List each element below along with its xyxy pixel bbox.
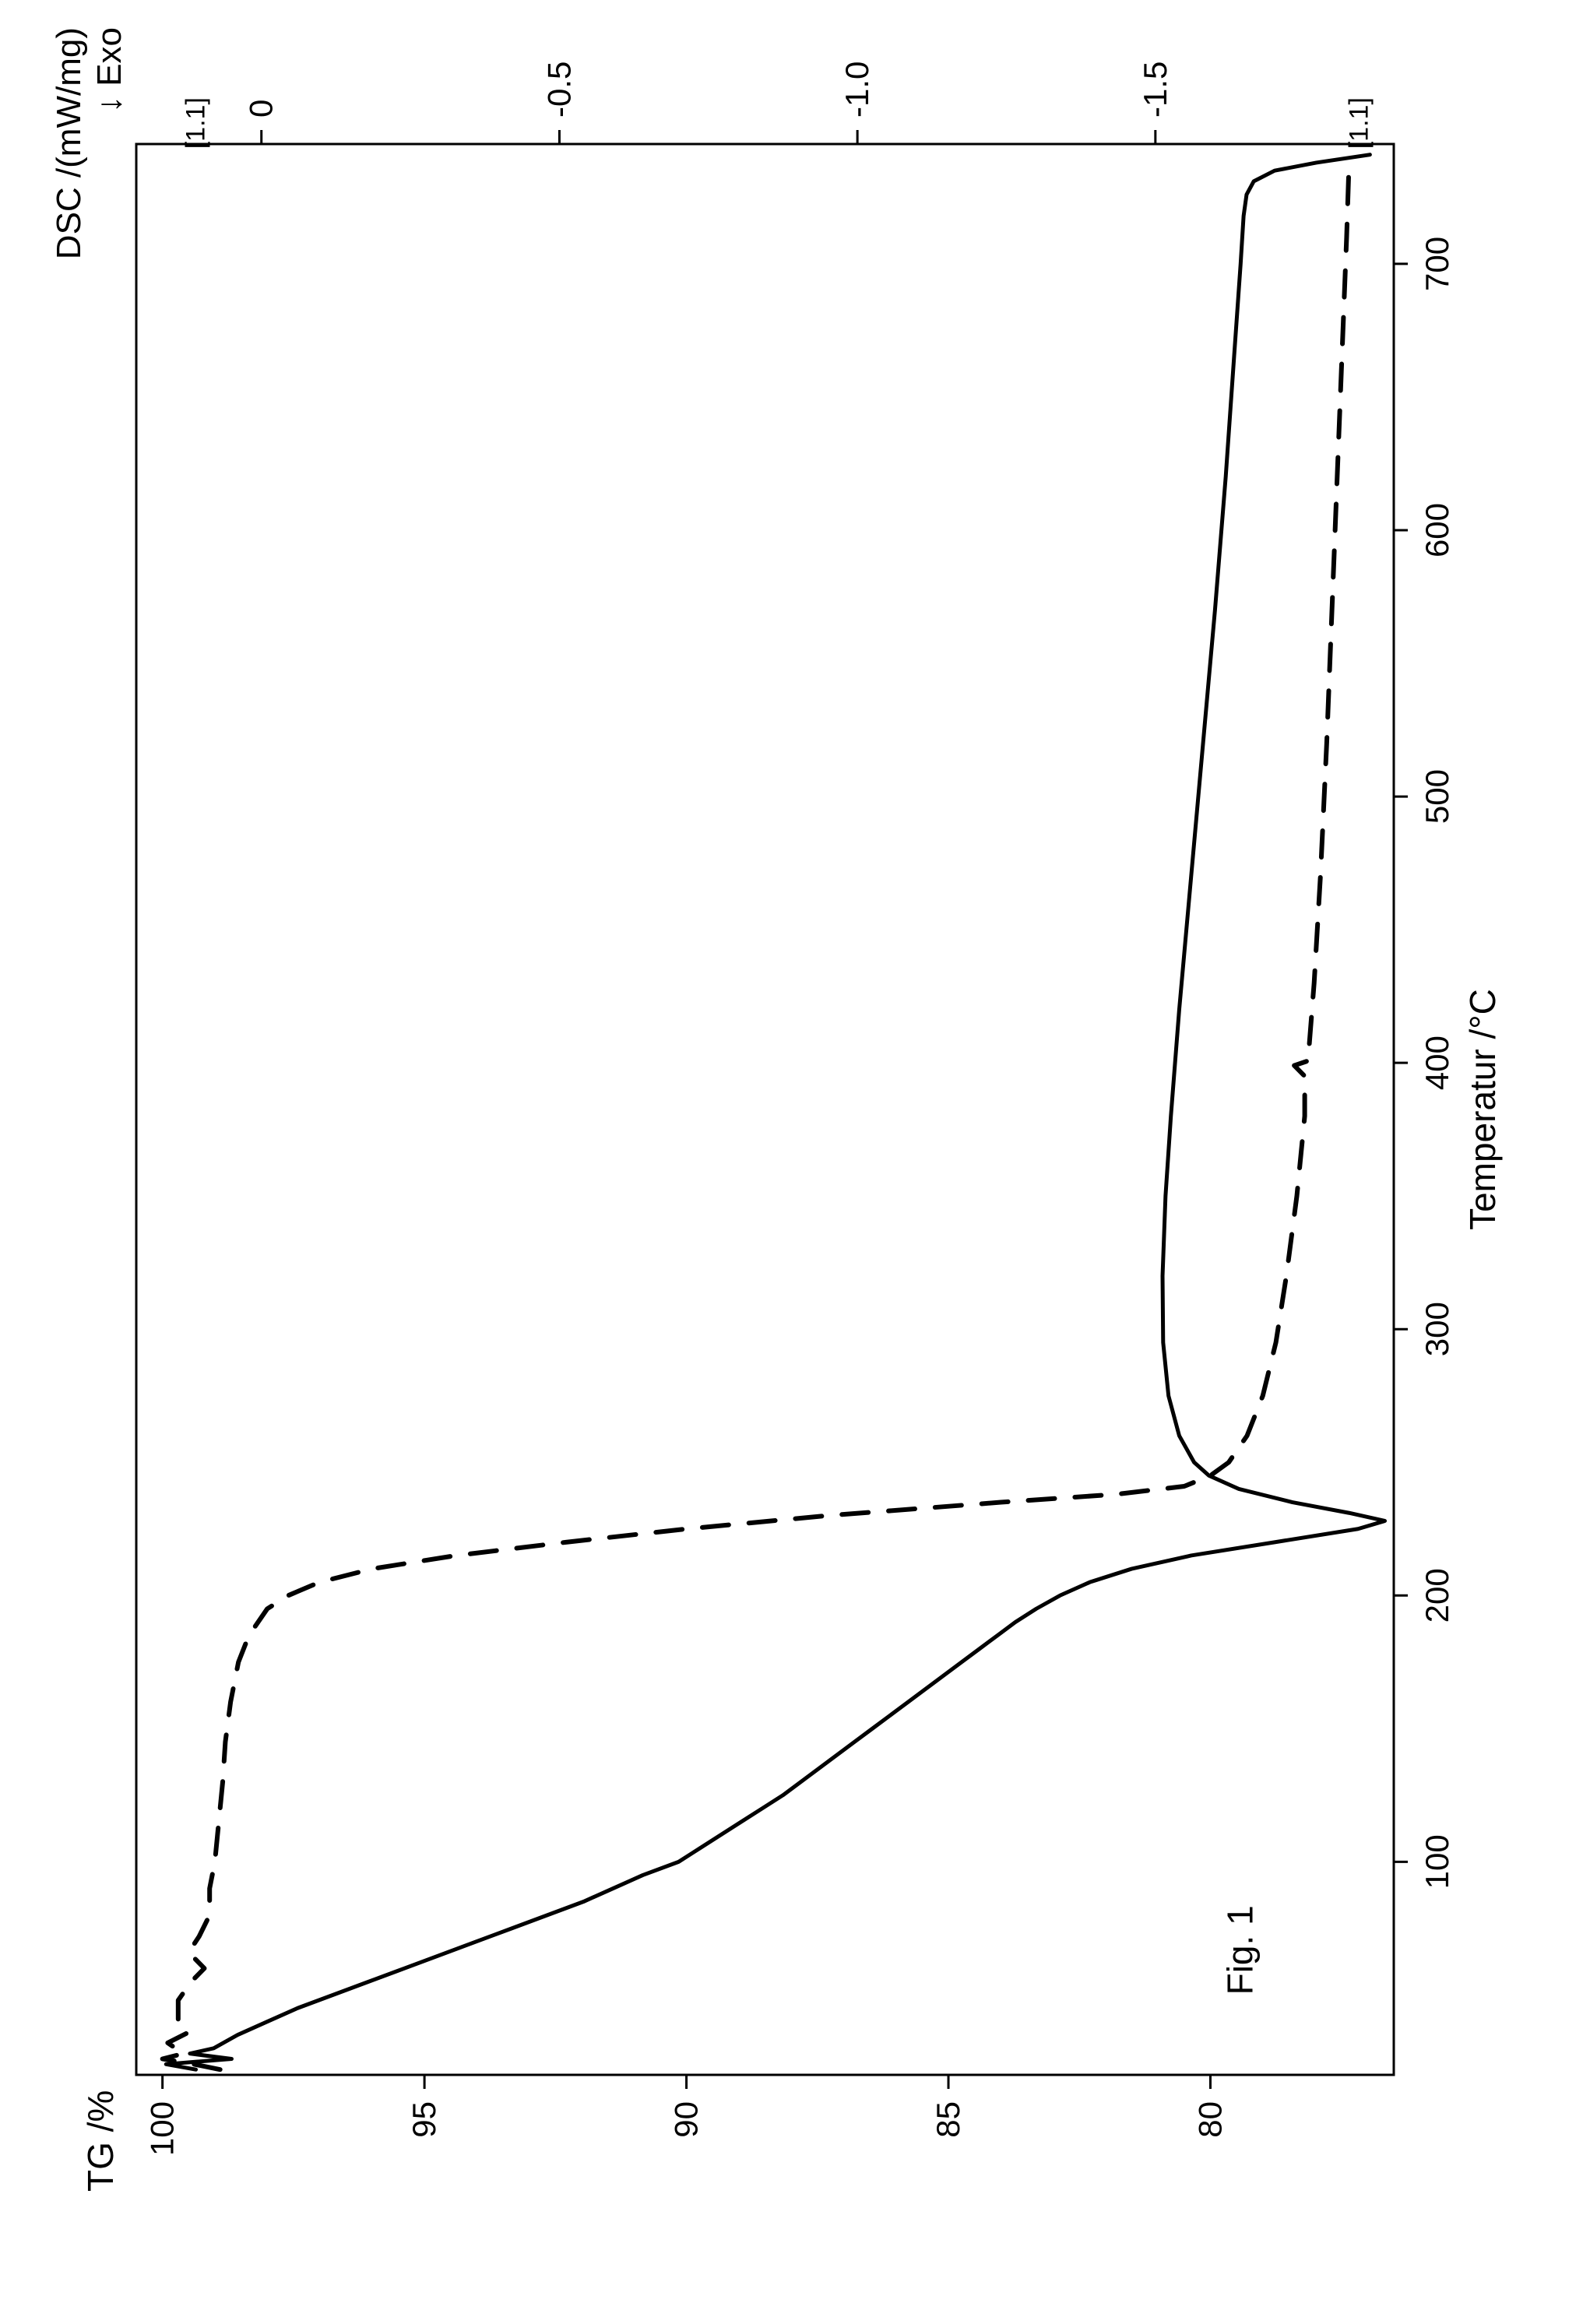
series-marker: [1.1] xyxy=(181,97,210,149)
yr-tick-label: -0.5 xyxy=(540,62,577,118)
x-tick-label: 700 xyxy=(1419,237,1455,291)
yl-tick-label: 90 xyxy=(668,2101,705,2138)
yr-tick-label: -1.0 xyxy=(839,62,875,118)
yr-tick-label: -1.5 xyxy=(1137,62,1173,118)
x-tick-label: 300 xyxy=(1419,1302,1455,1356)
chart-background xyxy=(0,0,1590,2324)
yl-tick-label: 100 xyxy=(144,2101,181,2156)
yl-tick-label: 95 xyxy=(406,2101,442,2138)
x-tick-label: 400 xyxy=(1419,1035,1455,1090)
x-tick-label: 200 xyxy=(1419,1568,1455,1623)
yl-tick-label: 80 xyxy=(1191,2101,1228,2138)
yl-axis-label: TG /% xyxy=(80,2090,121,2192)
yr-axis-sublabel: ↓ Exo xyxy=(90,27,128,113)
series-marker: [1.1] xyxy=(1344,97,1374,149)
x-tick-label: 600 xyxy=(1419,503,1455,557)
figure-caption: Fig. 1 xyxy=(1219,1905,1260,1995)
yr-tick-label: 0 xyxy=(243,100,280,118)
yl-tick-label: 85 xyxy=(930,2101,966,2138)
x-axis-label: Temperatur /°C xyxy=(1462,989,1503,1230)
yr-axis-label: DSC /(mW/mg) xyxy=(50,27,88,259)
x-tick-label: 500 xyxy=(1419,769,1455,824)
thermal-analysis-chart: 100 200 300 400 500 600 700 Temperatur /°C 80 85 9… xyxy=(0,0,1590,2324)
x-tick-label: 100 xyxy=(1419,1834,1455,1889)
